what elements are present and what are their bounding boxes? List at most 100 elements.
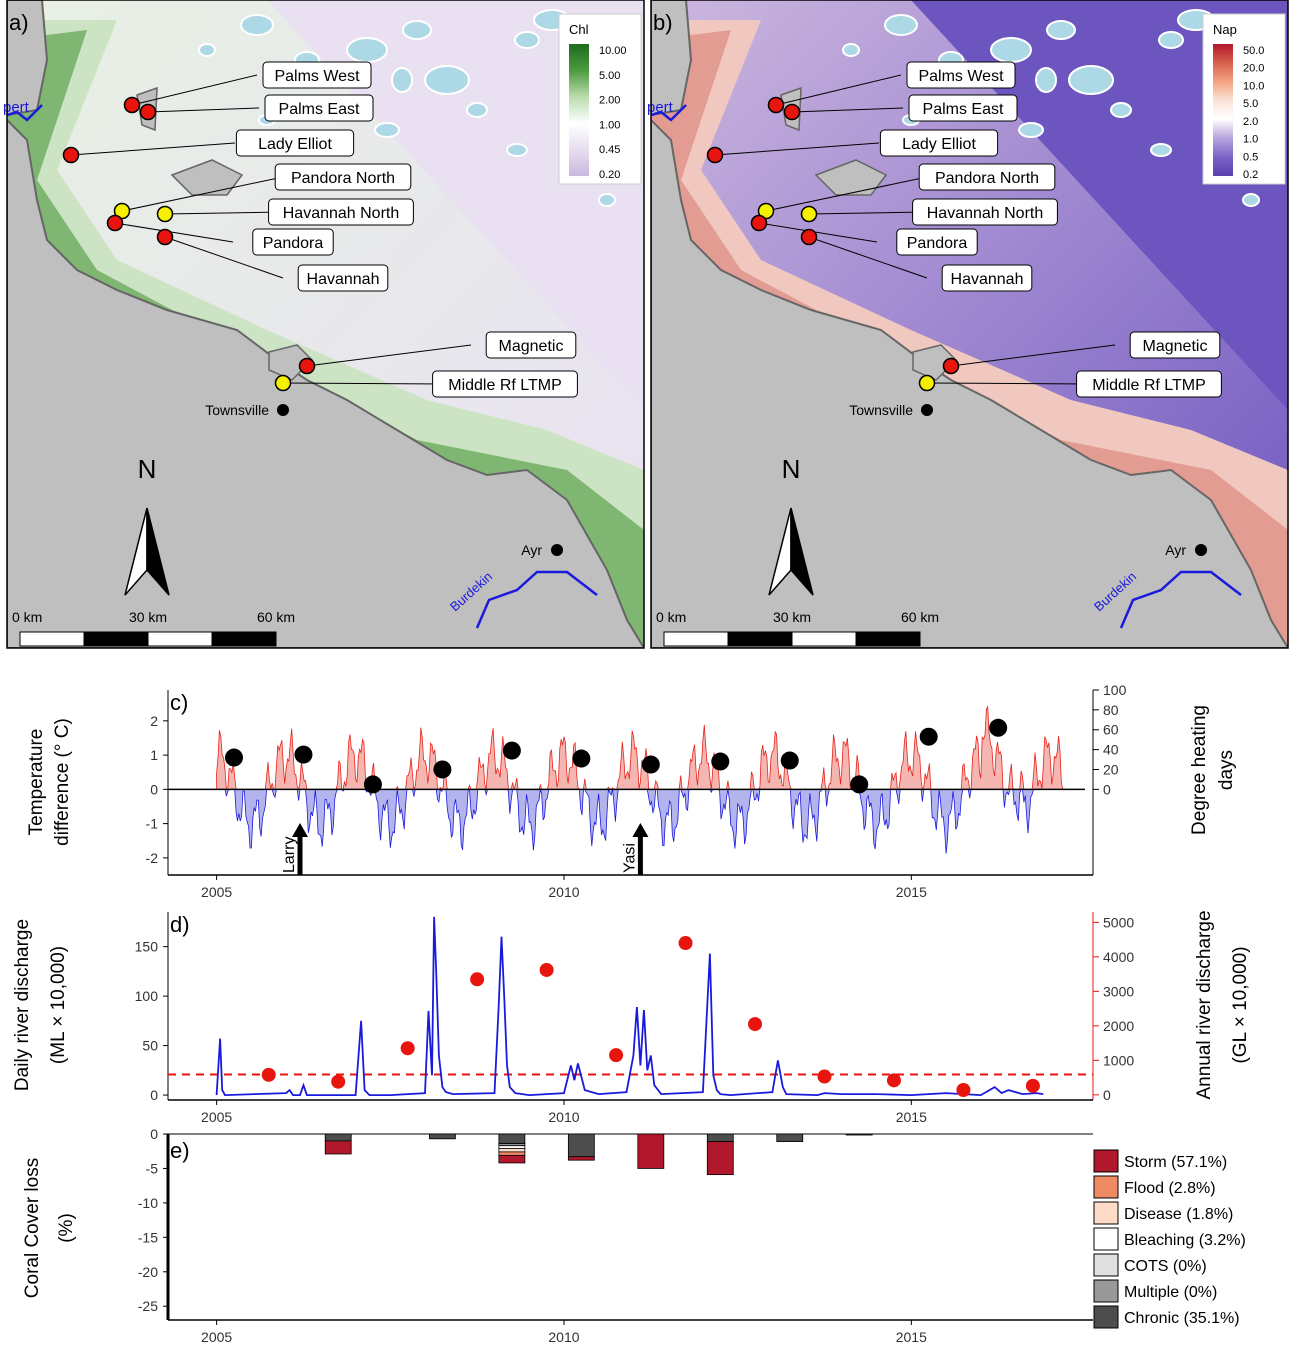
site-marker — [298, 357, 316, 375]
scale-bar-segment — [855, 631, 921, 647]
legend-tick: 1.0 — [1243, 134, 1258, 146]
legend-tick: 50.0 — [1243, 45, 1264, 57]
site-leader-line — [147, 107, 260, 113]
y-tick-label: 0 — [150, 781, 158, 797]
site-marker — [62, 146, 80, 164]
dhd-point — [363, 775, 382, 794]
legend-label: Multiple (0%) — [1124, 1284, 1217, 1301]
site-label-box — [268, 198, 414, 226]
y2-tick-label: 0 — [1103, 1087, 1111, 1103]
north-arrow-right — [790, 507, 814, 596]
scale-bar-segment — [791, 631, 857, 647]
y2-tick-label: 20 — [1103, 761, 1119, 777]
site-marker — [918, 374, 936, 392]
y2-tick-label: 0 — [1103, 781, 1111, 797]
palm-island-group — [170, 159, 244, 196]
site-marker — [757, 202, 775, 220]
annual-discharge-point — [331, 1074, 346, 1089]
site-label: Pandora North — [935, 170, 1039, 187]
legend-tick: 0.20 — [599, 169, 620, 181]
burdekin-river — [475, 570, 598, 629]
town-marker-townsville — [921, 404, 933, 416]
reef-shape — [1018, 122, 1044, 138]
site-label: Palms East — [923, 101, 1004, 118]
annual-discharge-point — [956, 1082, 971, 1097]
y2-axis-title: Degree heating — [1189, 705, 1210, 835]
site-label-box — [235, 129, 355, 157]
site-leader-line — [765, 176, 928, 212]
y-tick-label: -25 — [138, 1298, 158, 1314]
x-tick-label: 2015 — [896, 1109, 927, 1125]
site-label: Palms East — [279, 101, 360, 118]
y2-axis-title: days — [1216, 750, 1237, 790]
site-leader-line — [114, 222, 234, 243]
site-leader-line — [121, 176, 284, 212]
annual-discharge-point — [886, 1073, 901, 1088]
reef-shape — [1110, 102, 1132, 118]
y-tick-label: 50 — [142, 1038, 158, 1054]
dhd-point — [502, 741, 521, 760]
site-marker — [750, 214, 768, 232]
panel-e-coral-cover-loss: e) 0 -5 -10 -15 -20 -25 2005 2010 2015 Storm (57.1… — [22, 1126, 1246, 1345]
loss-bar-segment — [498, 1133, 526, 1145]
y-tick-label: 1 — [150, 747, 158, 763]
site-label-box — [912, 198, 1058, 226]
site-leader-line — [808, 211, 926, 215]
burdekin-river — [1119, 570, 1242, 629]
legend-swatch — [1093, 1305, 1119, 1329]
y2-tick-label: 60 — [1103, 722, 1119, 738]
y-tick-label: -10 — [138, 1195, 158, 1211]
loss-bar-segment — [498, 1145, 526, 1149]
y2-tick-label: 1000 — [1103, 1052, 1134, 1068]
site-label-box — [262, 61, 372, 89]
legend-tick: 1.00 — [599, 119, 620, 131]
reef-shape — [346, 37, 388, 63]
site-marker — [706, 146, 724, 164]
reef-shape — [402, 20, 432, 40]
loss-bar-segment — [498, 1151, 526, 1156]
scale-label: 30 km — [773, 609, 811, 625]
legend-tick: 0.5 — [1243, 151, 1258, 163]
legend-swatch — [1093, 1175, 1119, 1199]
site-label-box — [432, 370, 578, 398]
legend-tick: 5.0 — [1243, 98, 1258, 110]
legend-swatch — [1093, 1227, 1119, 1251]
loss-bar-segment — [845, 1133, 873, 1136]
town-label-townsville: Townsville — [205, 402, 269, 418]
site-leader-line — [950, 344, 1116, 367]
town-marker-ayr — [551, 544, 563, 556]
site-label: Havannah — [307, 271, 380, 288]
site-leader-line — [758, 222, 878, 243]
daily-discharge-line — [215, 916, 1044, 1097]
annual-discharge-point — [470, 972, 485, 987]
legend-tick: 2.0 — [1243, 116, 1258, 128]
site-label: Magnetic — [1143, 338, 1208, 355]
map-legend: Chl 10.00 5.00 2.00 1.00 0.45 0.20 — [558, 13, 642, 185]
site-label: Pandora North — [291, 170, 395, 187]
site-label: Palms West — [918, 68, 1004, 85]
site-label: Havannah North — [927, 205, 1044, 222]
legend-tick: 2.00 — [599, 95, 620, 107]
site-leader-line — [282, 382, 446, 385]
cyclone-label: Yasi — [621, 843, 638, 873]
x-tick-label: 2015 — [896, 884, 927, 900]
site-label: Magnetic — [499, 338, 564, 355]
site-marker — [139, 103, 157, 121]
y2-tick-label: 3000 — [1103, 983, 1134, 999]
map-content — [651, 0, 1288, 648]
y-tick-label: -15 — [138, 1229, 158, 1245]
y-tick-label: -5 — [146, 1160, 159, 1176]
y-tick-label: 0 — [150, 1087, 158, 1103]
temperature-positive-area — [216, 705, 1066, 791]
x-tick-label: 2010 — [548, 1329, 579, 1345]
site-label-box — [879, 129, 999, 157]
northern-river — [7, 104, 43, 122]
site-label-box — [264, 94, 374, 122]
legend-colorbar — [569, 44, 589, 176]
y-tick-label: -2 — [146, 850, 159, 866]
site-label: Pandora — [263, 235, 324, 252]
site-leader-line — [714, 142, 880, 156]
river-label-northern: pert — [647, 99, 674, 116]
dhd-point — [224, 748, 243, 767]
